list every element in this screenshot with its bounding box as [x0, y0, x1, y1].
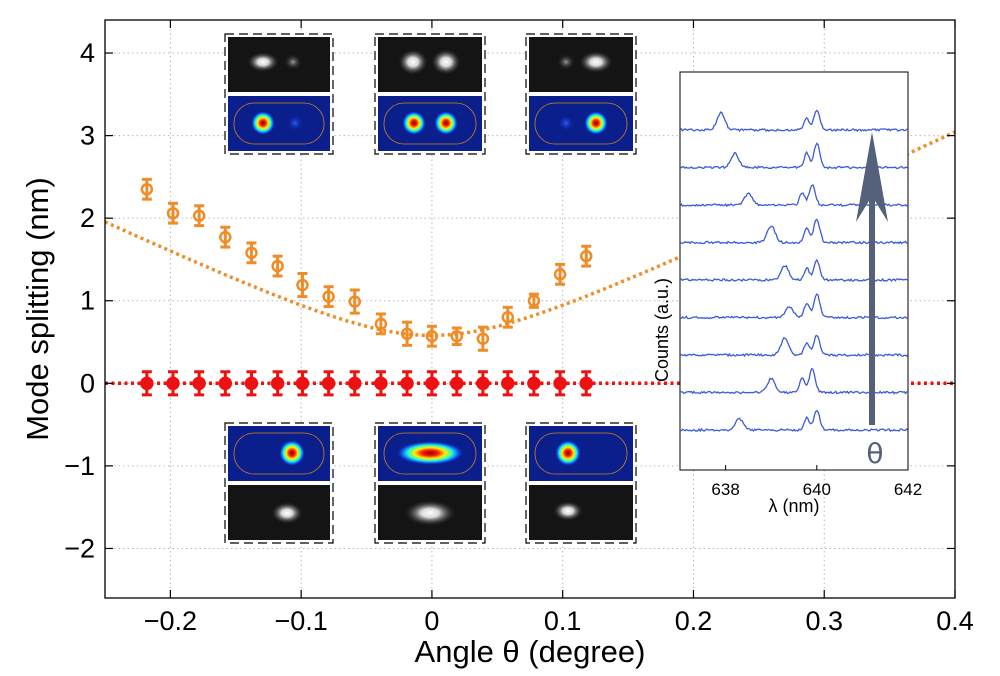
- y-tick-label: −2: [64, 533, 95, 563]
- data-point: [140, 183, 154, 196]
- x-tick-label: 0.3: [805, 606, 843, 636]
- data-point: [374, 376, 388, 391]
- spectrum-line: [680, 109, 908, 133]
- data-point: [501, 311, 515, 324]
- data-point: [450, 376, 464, 391]
- data-series: [140, 177, 593, 352]
- mode-image-bottom-1: [224, 422, 334, 544]
- data-point: [219, 230, 232, 244]
- data-point: [425, 376, 439, 391]
- data-point: [192, 209, 206, 222]
- data-point: [579, 376, 593, 391]
- data-point: [192, 376, 206, 391]
- data-point: [553, 376, 567, 391]
- y-axis-label: Mode splitting (nm): [20, 177, 55, 441]
- data-point: [348, 376, 362, 391]
- y-tick-label: 2: [80, 203, 95, 233]
- inset-x-tick-label: 642: [894, 480, 922, 499]
- theta-arrow-label: θ: [866, 437, 883, 470]
- data-point: [295, 376, 310, 391]
- data-point: [348, 295, 362, 308]
- x-tick-label: 0.2: [675, 606, 713, 636]
- data-point: [140, 376, 154, 391]
- data-point: [296, 278, 309, 292]
- y-tick-label: −1: [64, 451, 95, 481]
- mode-image-top-3: [525, 33, 637, 155]
- mode-images-top-row: [224, 33, 637, 155]
- mode-images-bottom-row: [224, 422, 637, 544]
- data-point: [245, 246, 258, 260]
- data-point: [322, 290, 335, 303]
- data-point: [218, 376, 233, 391]
- x-tick-label: −0.1: [274, 606, 327, 636]
- data-point: [476, 376, 490, 391]
- data-point: [321, 376, 336, 391]
- mode-image-top-2: [374, 33, 486, 155]
- mode-image-bottom-2: [374, 422, 486, 544]
- inset-y-label: Counts (a.u.): [652, 278, 672, 382]
- inset-x-tick-label: 640: [803, 480, 831, 499]
- y-tick-label: 4: [80, 38, 95, 68]
- spectrum-line: [680, 409, 908, 433]
- data-point: [579, 249, 593, 263]
- axis-ticks: −0.2 −0.1 0 0.1 0.2 0.3 0.4 −2 −1 0 1 2 3 4: [64, 20, 974, 636]
- data-point: [374, 317, 388, 331]
- axes-frame: [104, 19, 956, 599]
- data-point: [527, 294, 541, 307]
- data-point: [400, 376, 414, 391]
- data-point: [271, 259, 284, 273]
- y-tick-label: 1: [80, 286, 95, 316]
- inset-x-tick-label: 638: [711, 480, 739, 499]
- data-series: [140, 370, 593, 397]
- data-point: [450, 329, 464, 343]
- mode-image-bottom-3: [525, 422, 637, 544]
- data-point: [425, 329, 439, 343]
- x-tick-label: −0.2: [144, 606, 197, 636]
- y-tick-label: 3: [80, 121, 95, 151]
- data-point: [553, 268, 567, 281]
- theta-arrow-head: [856, 132, 888, 222]
- inset-x-label: λ (nm): [769, 496, 820, 516]
- x-tick-label: 0: [424, 606, 439, 636]
- mode-image-top-1: [224, 33, 334, 155]
- x-tick-label: 0.1: [544, 606, 582, 636]
- spectra-inset: θ 638 640 642: [679, 71, 922, 499]
- y-tick-label: 0: [80, 368, 95, 398]
- data-point: [400, 327, 414, 341]
- data-point: [244, 376, 259, 391]
- x-tick-label: 0.4: [936, 606, 974, 636]
- data-point: [270, 376, 285, 391]
- data-point: [527, 376, 541, 391]
- data-point: [476, 332, 490, 345]
- data-points: [140, 177, 593, 397]
- data-point: [501, 376, 515, 391]
- data-point: [166, 376, 180, 391]
- data-point: [166, 206, 180, 220]
- x-axis-label: Angle θ (degree): [415, 634, 646, 669]
